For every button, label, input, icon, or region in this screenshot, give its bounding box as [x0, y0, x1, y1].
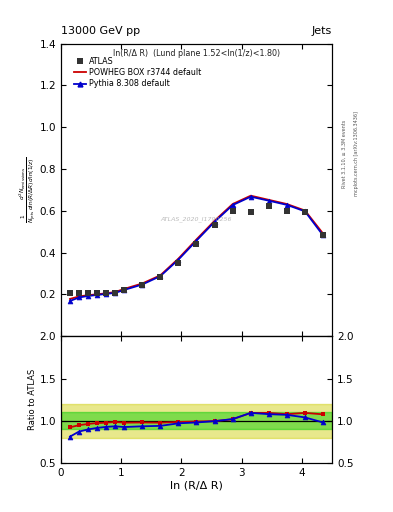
Point — [85, 289, 91, 297]
Point — [94, 289, 100, 297]
Point — [175, 259, 182, 267]
Y-axis label: $\frac{1}{N_{\mathrm{jets}}}\frac{d^2 N_{\mathrm{emissions}}}{d\ln(R/\Delta R)\,: $\frac{1}{N_{\mathrm{jets}}}\frac{d^2 N_… — [18, 157, 38, 223]
Text: 13000 GeV pp: 13000 GeV pp — [61, 26, 140, 36]
Point — [76, 289, 82, 297]
Point — [112, 289, 118, 297]
Point — [121, 286, 127, 294]
Point — [193, 240, 200, 248]
X-axis label: ln (R/Δ R): ln (R/Δ R) — [170, 481, 223, 491]
Point — [320, 231, 326, 239]
Point — [157, 273, 163, 281]
Text: ATLAS_2020_I1790256: ATLAS_2020_I1790256 — [161, 216, 232, 222]
Point — [230, 207, 236, 215]
Point — [248, 208, 254, 216]
Legend: ATLAS, POWHEG BOX r3744 default, Pythia 8.308 default: ATLAS, POWHEG BOX r3744 default, Pythia … — [70, 53, 204, 92]
Text: Jets: Jets — [312, 26, 332, 36]
Point — [302, 208, 308, 217]
Point — [266, 202, 272, 210]
Point — [284, 207, 290, 215]
Text: Rivet 3.1.10, ≥ 3.3M events: Rivet 3.1.10, ≥ 3.3M events — [342, 119, 347, 188]
Text: mcplots.cern.ch [arXiv:1306.3436]: mcplots.cern.ch [arXiv:1306.3436] — [354, 111, 359, 196]
Point — [67, 289, 73, 297]
Y-axis label: Ratio to ATLAS: Ratio to ATLAS — [28, 369, 37, 431]
Text: ln(R/Δ R)  (Lund plane 1.52<ln(1/z)<1.80): ln(R/Δ R) (Lund plane 1.52<ln(1/z)<1.80) — [113, 49, 280, 58]
Point — [211, 221, 218, 229]
Point — [139, 281, 145, 289]
Point — [103, 289, 109, 297]
